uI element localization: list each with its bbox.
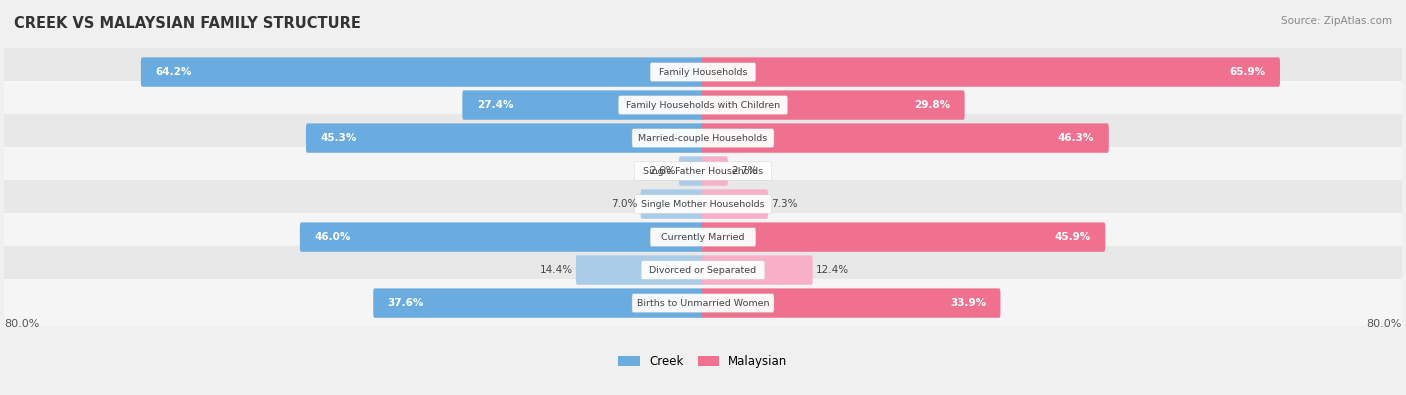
FancyBboxPatch shape	[702, 90, 965, 120]
Text: Married-couple Households: Married-couple Households	[638, 134, 768, 143]
Text: 37.6%: 37.6%	[388, 298, 425, 308]
FancyBboxPatch shape	[650, 63, 756, 81]
FancyBboxPatch shape	[299, 222, 704, 252]
Text: 33.9%: 33.9%	[950, 298, 986, 308]
FancyBboxPatch shape	[373, 288, 704, 318]
FancyBboxPatch shape	[576, 256, 704, 285]
FancyBboxPatch shape	[1, 279, 1405, 327]
FancyBboxPatch shape	[702, 156, 728, 186]
FancyBboxPatch shape	[702, 57, 1279, 87]
FancyBboxPatch shape	[1, 81, 1405, 129]
FancyBboxPatch shape	[1, 48, 1405, 96]
FancyBboxPatch shape	[702, 189, 768, 219]
FancyBboxPatch shape	[650, 228, 756, 246]
FancyBboxPatch shape	[702, 288, 1001, 318]
Text: Single Father Households: Single Father Households	[643, 167, 763, 175]
Text: 64.2%: 64.2%	[155, 67, 191, 77]
FancyBboxPatch shape	[1, 114, 1405, 162]
Text: Currently Married: Currently Married	[661, 233, 745, 242]
FancyBboxPatch shape	[1, 147, 1405, 195]
Text: 45.3%: 45.3%	[321, 133, 357, 143]
FancyBboxPatch shape	[619, 96, 787, 114]
FancyBboxPatch shape	[1, 246, 1405, 294]
FancyBboxPatch shape	[679, 156, 704, 186]
Legend: Creek, Malaysian: Creek, Malaysian	[613, 350, 793, 372]
Text: 65.9%: 65.9%	[1229, 67, 1265, 77]
FancyBboxPatch shape	[702, 222, 1105, 252]
Text: 80.0%: 80.0%	[4, 318, 39, 329]
FancyBboxPatch shape	[307, 123, 704, 153]
FancyBboxPatch shape	[641, 261, 765, 279]
FancyBboxPatch shape	[463, 90, 704, 120]
FancyBboxPatch shape	[1, 213, 1405, 261]
Text: 80.0%: 80.0%	[1367, 318, 1402, 329]
Text: Births to Unmarried Women: Births to Unmarried Women	[637, 299, 769, 308]
FancyBboxPatch shape	[1, 180, 1405, 228]
Text: 7.3%: 7.3%	[770, 199, 797, 209]
Text: 12.4%: 12.4%	[815, 265, 849, 275]
FancyBboxPatch shape	[641, 189, 704, 219]
Text: 2.6%: 2.6%	[650, 166, 676, 176]
FancyBboxPatch shape	[634, 195, 772, 213]
Text: 7.0%: 7.0%	[612, 199, 637, 209]
Text: Family Households: Family Households	[659, 68, 747, 77]
Text: 46.3%: 46.3%	[1057, 133, 1094, 143]
FancyBboxPatch shape	[633, 129, 773, 147]
FancyBboxPatch shape	[633, 294, 773, 312]
Text: Divorced or Separated: Divorced or Separated	[650, 265, 756, 275]
FancyBboxPatch shape	[141, 57, 704, 87]
Text: 27.4%: 27.4%	[477, 100, 513, 110]
FancyBboxPatch shape	[702, 123, 1109, 153]
Text: 45.9%: 45.9%	[1054, 232, 1091, 242]
Text: CREEK VS MALAYSIAN FAMILY STRUCTURE: CREEK VS MALAYSIAN FAMILY STRUCTURE	[14, 16, 361, 31]
FancyBboxPatch shape	[702, 256, 813, 285]
Text: 2.7%: 2.7%	[731, 166, 758, 176]
FancyBboxPatch shape	[634, 162, 772, 181]
Text: Single Mother Households: Single Mother Households	[641, 199, 765, 209]
Text: Family Households with Children: Family Households with Children	[626, 101, 780, 109]
Text: 14.4%: 14.4%	[540, 265, 572, 275]
Text: 29.8%: 29.8%	[914, 100, 950, 110]
Text: Source: ZipAtlas.com: Source: ZipAtlas.com	[1281, 16, 1392, 26]
Text: 46.0%: 46.0%	[315, 232, 350, 242]
